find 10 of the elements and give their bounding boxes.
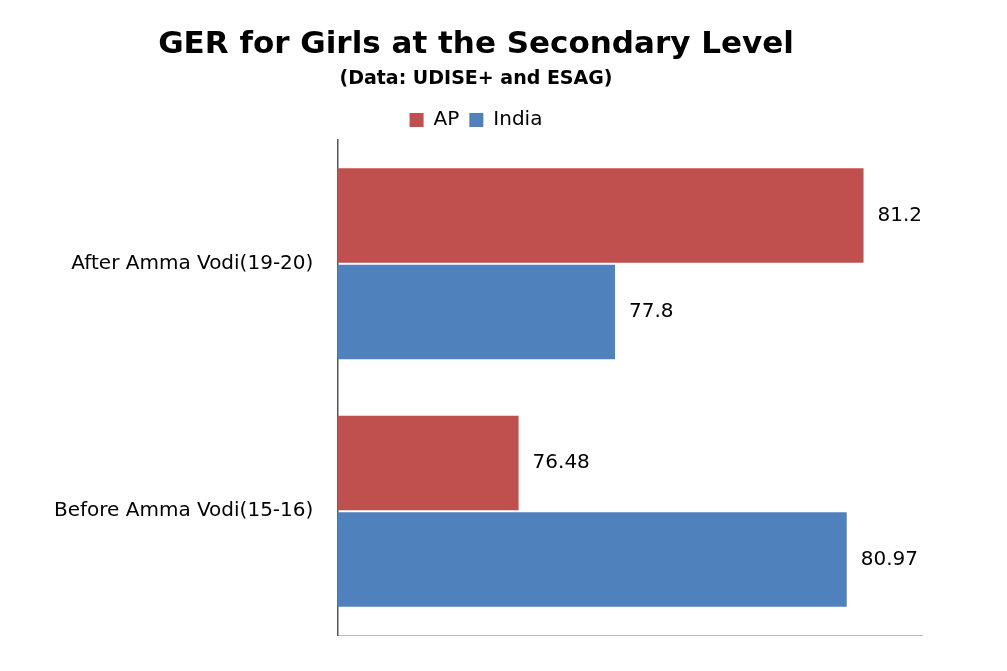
data-label: 77.8 bbox=[629, 298, 674, 323]
y-tick-label: After Amma Vodi(19-20) bbox=[71, 249, 314, 274]
data-label: 76.48 bbox=[532, 449, 590, 474]
legend-label: India bbox=[493, 106, 543, 131]
chart-subtitle: (Data: UDISE+ and ESAG) bbox=[339, 65, 613, 88]
legend-label: AP bbox=[433, 106, 460, 131]
y-tick-label: Before Amma Vodi(15-16) bbox=[53, 497, 314, 522]
data-label: 80.97 bbox=[860, 545, 918, 570]
data-label: 81.2 bbox=[877, 201, 923, 226]
chart-title: GER for Girls at the Secondary Level bbox=[158, 23, 794, 60]
